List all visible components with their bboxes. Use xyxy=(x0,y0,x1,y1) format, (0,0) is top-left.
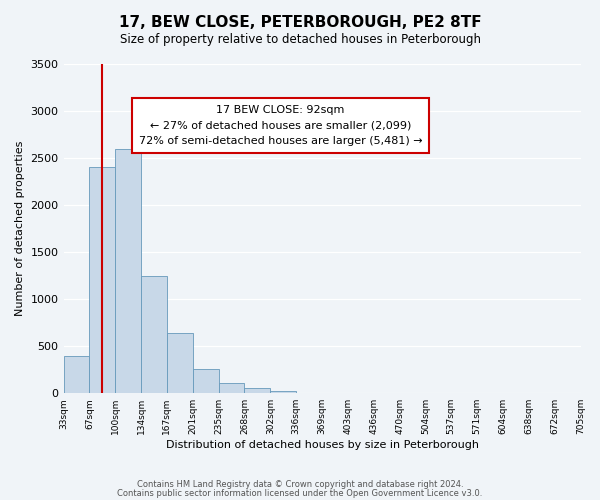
Bar xyxy=(244,388,271,393)
Bar xyxy=(218,384,244,393)
Text: 17, BEW CLOSE, PETERBOROUGH, PE2 8TF: 17, BEW CLOSE, PETERBOROUGH, PE2 8TF xyxy=(119,15,481,30)
Text: Contains HM Land Registry data © Crown copyright and database right 2024.: Contains HM Land Registry data © Crown c… xyxy=(137,480,463,489)
Text: Contains public sector information licensed under the Open Government Licence v3: Contains public sector information licen… xyxy=(118,489,482,498)
Bar xyxy=(193,369,218,393)
Bar xyxy=(271,392,296,393)
Y-axis label: Number of detached properties: Number of detached properties xyxy=(15,141,25,316)
Bar xyxy=(167,333,193,393)
Text: 17 BEW CLOSE: 92sqm
← 27% of detached houses are smaller (2,099)
72% of semi-det: 17 BEW CLOSE: 92sqm ← 27% of detached ho… xyxy=(139,105,422,146)
Bar xyxy=(64,356,89,393)
Text: Size of property relative to detached houses in Peterborough: Size of property relative to detached ho… xyxy=(119,32,481,46)
X-axis label: Distribution of detached houses by size in Peterborough: Distribution of detached houses by size … xyxy=(166,440,479,450)
Bar xyxy=(115,148,141,393)
Bar xyxy=(141,276,167,393)
Bar xyxy=(89,168,115,393)
